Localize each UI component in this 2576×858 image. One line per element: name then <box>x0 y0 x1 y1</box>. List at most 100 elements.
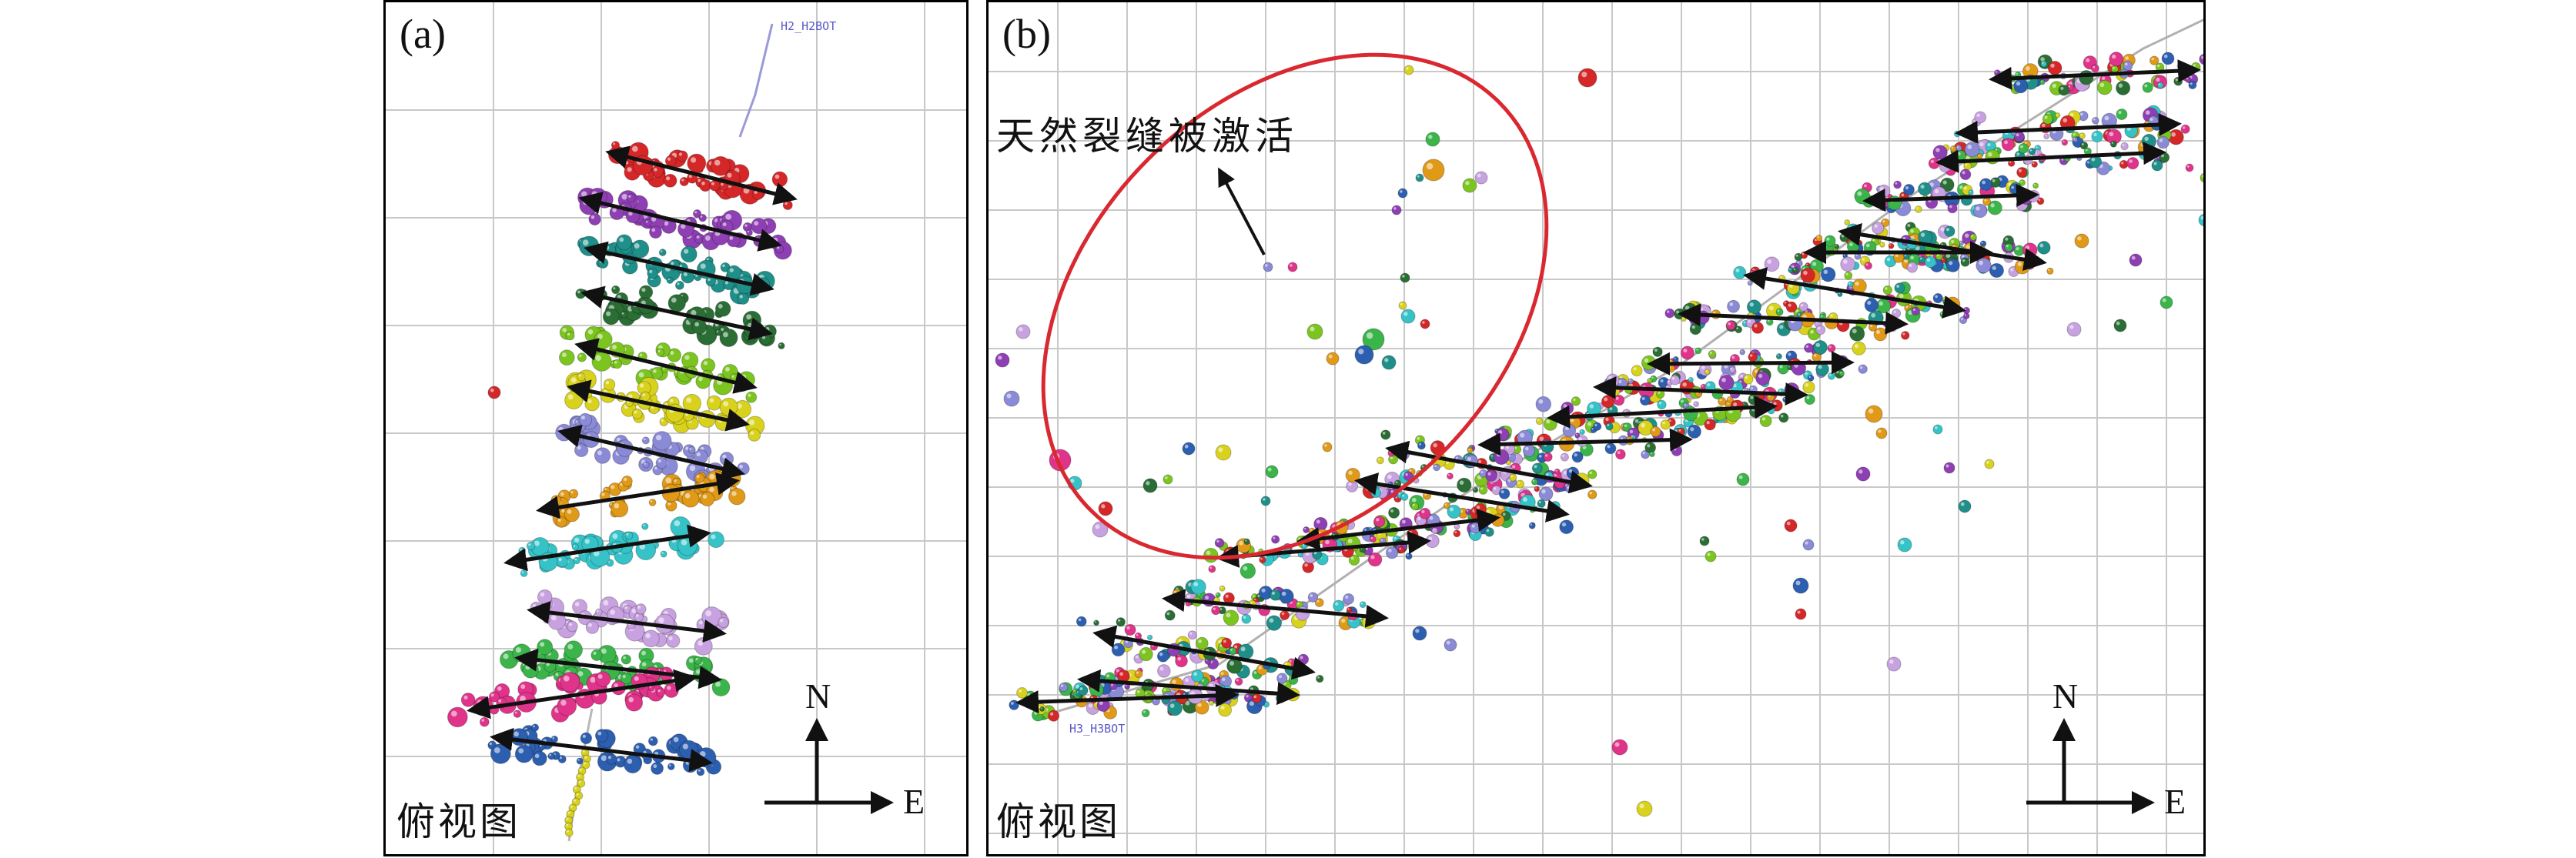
event-point <box>2173 76 2183 86</box>
event-point <box>1089 683 1104 698</box>
event-highlight <box>684 355 690 360</box>
event-highlight <box>2016 152 2020 156</box>
event-highlight <box>520 548 523 551</box>
event-highlight <box>2158 83 2160 85</box>
event-highlight <box>1570 418 1574 422</box>
event-highlight <box>1412 503 1415 506</box>
event-highlight <box>700 263 706 269</box>
event-highlight <box>617 758 621 762</box>
event-highlight <box>2124 62 2128 66</box>
event-highlight <box>731 375 734 378</box>
event-highlight <box>1174 590 1177 594</box>
event-highlight <box>1806 396 1810 399</box>
event-point <box>594 447 611 464</box>
fracture-arrow <box>605 145 798 205</box>
event-highlight <box>747 230 750 233</box>
event-point <box>2119 159 2129 169</box>
event-highlight <box>727 172 732 178</box>
event-highlight <box>721 182 724 186</box>
event-highlight <box>1920 185 1925 189</box>
event-highlight <box>604 488 607 490</box>
event-highlight <box>1979 142 1984 147</box>
event-highlight <box>1969 190 1971 192</box>
event-highlight <box>1125 685 1127 687</box>
event-point <box>1902 184 1915 196</box>
event-highlight <box>2102 76 2106 81</box>
fracture-arrow <box>1477 428 1693 456</box>
event-highlight <box>1879 187 1884 191</box>
event-highlight <box>1779 275 1782 279</box>
event-point <box>666 276 674 285</box>
event-highlight <box>777 246 780 249</box>
event-highlight <box>566 823 569 826</box>
event-point <box>1397 546 1405 554</box>
event-point <box>1577 68 1597 88</box>
event-highlight <box>463 695 468 700</box>
event-point <box>778 342 785 350</box>
event-point <box>1400 492 1409 502</box>
event-highlight <box>2020 180 2022 183</box>
event-highlight <box>678 152 683 156</box>
event-point <box>625 693 644 712</box>
event-highlight <box>670 350 674 356</box>
event-point <box>782 199 793 211</box>
event-highlight <box>1449 507 1454 512</box>
fracture-arrow <box>1354 472 1570 522</box>
event-point <box>691 319 708 335</box>
event-highlight <box>695 275 698 277</box>
event-highlight <box>477 699 483 706</box>
event-point <box>640 391 651 402</box>
event-highlight <box>1510 475 1513 478</box>
event-highlight <box>1730 368 1732 370</box>
event-highlight <box>695 669 701 675</box>
event-highlight <box>1965 163 1968 166</box>
event-point <box>1601 395 1615 409</box>
event-point <box>1376 456 1384 465</box>
event-highlight <box>724 366 730 372</box>
event-highlight <box>1815 342 1821 348</box>
event-highlight <box>1733 402 1738 407</box>
event-point <box>1800 268 1815 283</box>
event-highlight <box>1409 469 1412 472</box>
event-highlight <box>1573 398 1576 402</box>
event-highlight <box>574 558 577 561</box>
event-point <box>1306 323 1323 340</box>
event-point <box>2032 182 2039 189</box>
event-point <box>2022 242 2038 258</box>
event-highlight <box>1136 633 1139 636</box>
event-highlight <box>785 202 788 205</box>
event-point <box>2040 60 2048 68</box>
event-highlight <box>716 330 719 332</box>
event-highlight <box>699 751 706 757</box>
event-point <box>718 616 729 629</box>
event-point <box>537 589 553 605</box>
event-point <box>1447 504 1461 519</box>
event-point <box>1660 419 1671 430</box>
event-highlight <box>2016 72 2019 75</box>
event-highlight <box>1855 281 1859 286</box>
fracture-arrow <box>1593 376 1808 406</box>
event-point <box>490 743 511 764</box>
event-point <box>652 431 672 451</box>
event-highlight <box>567 394 574 400</box>
event-highlight <box>643 524 645 526</box>
event-highlight <box>2020 145 2023 149</box>
event-highlight <box>720 619 724 623</box>
event-highlight <box>553 497 556 500</box>
event-point <box>1223 609 1239 626</box>
event-highlight <box>634 243 640 249</box>
event-point <box>1827 344 1836 353</box>
event-highlight <box>654 168 657 172</box>
event-highlight <box>560 699 567 706</box>
event-highlight <box>1788 352 1791 356</box>
event-highlight <box>1865 263 1868 266</box>
event-highlight <box>651 228 656 232</box>
event-highlight <box>1405 472 1408 476</box>
event-point <box>1093 619 1099 626</box>
event-highlight <box>722 222 727 227</box>
event-highlight <box>562 328 567 332</box>
event-point <box>577 372 586 382</box>
event-point <box>2039 79 2046 85</box>
panel-b-plot <box>989 2 2203 854</box>
event-point <box>647 268 658 279</box>
